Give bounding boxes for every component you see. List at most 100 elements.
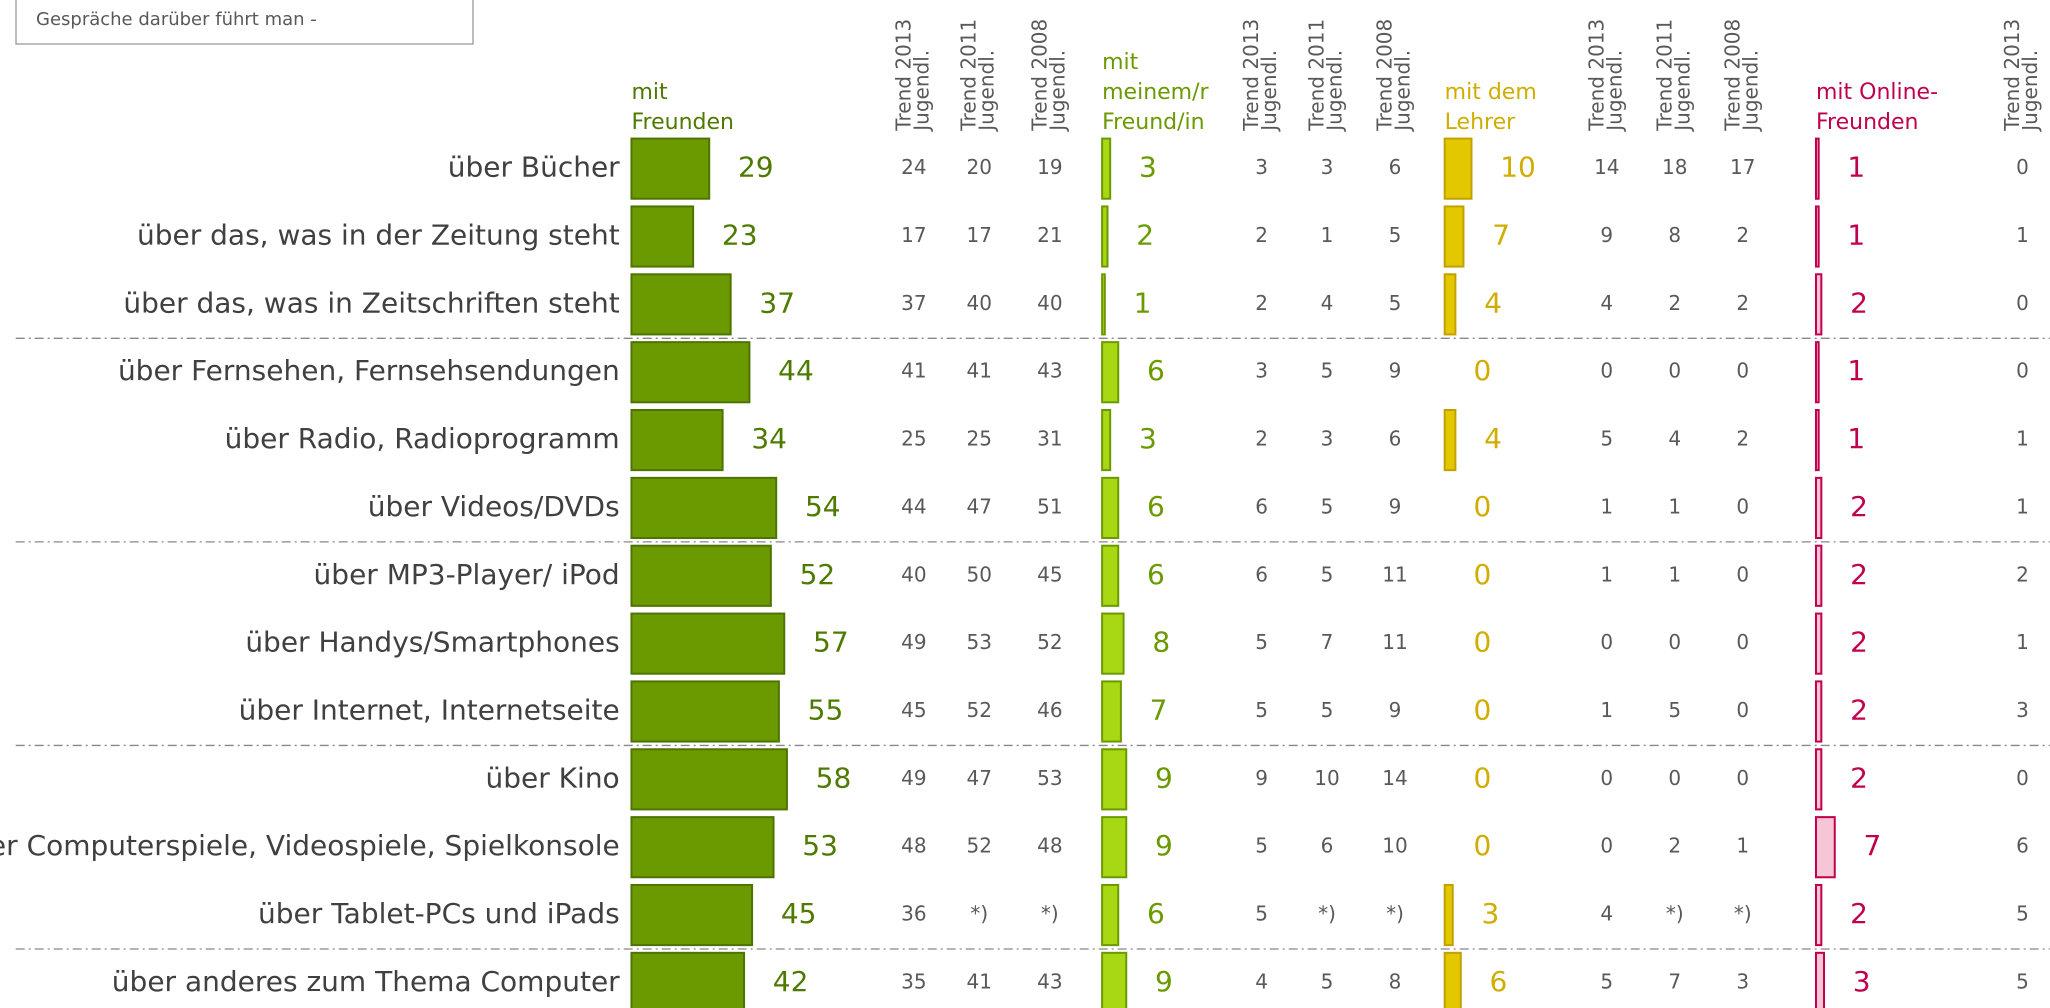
bar (1101, 612, 1125, 675)
value-label: 6 (1147, 897, 1165, 930)
trend-value: 6 (1321, 834, 1334, 858)
trend-value: 4 (1668, 427, 1681, 451)
value-label: 4 (1484, 422, 1502, 455)
category-label: über das, was in Zeitschriften steht (123, 286, 619, 319)
value-label: 3 (1853, 965, 1871, 998)
trend-value: 2 (1668, 834, 1681, 858)
value-label: 45 (781, 897, 817, 930)
trend-value: 11 (1382, 562, 1407, 586)
bar (630, 748, 788, 811)
value-label: 1 (1847, 354, 1865, 387)
trend-value: 1 (2016, 494, 2029, 518)
trend-value: 3 (1321, 427, 1334, 451)
trend-value: *) (1318, 902, 1336, 926)
bar (1814, 748, 1823, 811)
trend-header: Trend 2013 (2000, 19, 2024, 132)
value-label: 0 (1473, 490, 1491, 523)
trend-value: 5 (1600, 969, 1613, 993)
trend-value: 1 (2016, 427, 2029, 451)
bar (630, 816, 775, 879)
trend-value: *) (1734, 902, 1752, 926)
trend-value: 6 (1389, 155, 1402, 179)
bar (1814, 341, 1820, 404)
category-label: über MP3-Player/ iPod (314, 558, 620, 591)
trend-value: 4 (1600, 902, 1613, 926)
trend-header: Jugendl. (909, 50, 933, 133)
category-label: über Fernsehen, Fernsehsendungen (118, 354, 620, 387)
trend-value: 36 (901, 902, 926, 926)
trend-value: 48 (1037, 834, 1062, 858)
trend-value: 41 (967, 359, 992, 383)
trend-value: 1 (1668, 562, 1681, 586)
value-label: 1 (1134, 286, 1152, 319)
group-label: meinem/r (1102, 80, 1209, 105)
bar (1101, 273, 1106, 336)
trend-value: 43 (1037, 969, 1062, 993)
bar (1443, 273, 1457, 336)
trend-value: 46 (1037, 698, 1062, 722)
group-label: mit (1102, 50, 1139, 75)
trend-value: 0 (1668, 630, 1681, 654)
trend-value: 3 (1321, 155, 1334, 179)
trend-value: 7 (1321, 630, 1334, 654)
trend-header: Trend 2013 (891, 19, 915, 132)
trend-header: Jugendl. (1602, 50, 1626, 133)
trend-header: Jugendl. (2018, 50, 2042, 133)
value-label: 6 (1490, 965, 1508, 998)
trend-value: 5 (1600, 427, 1613, 451)
value-label: 29 (738, 151, 774, 184)
trend-value: 8 (1389, 969, 1402, 993)
trend-value: 40 (967, 291, 992, 315)
trend-value: 2 (1668, 291, 1681, 315)
trend-value: 5 (1389, 291, 1402, 315)
bar (630, 273, 732, 336)
bar (630, 476, 778, 539)
trend-value: 5 (2016, 902, 2029, 926)
trend-value: 0 (1668, 766, 1681, 790)
trend-value: 7 (1668, 969, 1681, 993)
bar (630, 205, 695, 268)
bar (1101, 544, 1120, 607)
bar (630, 612, 786, 675)
trend-value: 9 (1389, 359, 1402, 383)
bar (1101, 951, 1128, 1008)
trend-value: 5 (2016, 969, 2029, 993)
trend-value: 19 (1037, 155, 1062, 179)
group-label: Lehrer (1445, 110, 1516, 135)
trend-value: 0 (1736, 494, 1749, 518)
trend-value: 31 (1037, 427, 1062, 451)
value-label: 53 (802, 829, 838, 862)
trend-value: 21 (1037, 223, 1062, 247)
bar (1101, 409, 1112, 472)
trend-value: 5 (1668, 698, 1681, 722)
bar (1814, 409, 1820, 472)
category-label: über Radio, Radioprogramm (225, 422, 620, 455)
trend-value: 0 (1600, 834, 1613, 858)
trend-value: 5 (1255, 902, 1268, 926)
bar (1814, 680, 1823, 743)
value-label: 7 (1863, 829, 1881, 862)
trend-header: Jugendl. (1045, 50, 1069, 133)
bar (1101, 680, 1122, 743)
value-label: 9 (1155, 829, 1173, 862)
trend-value: 14 (1382, 766, 1407, 790)
bar (1814, 883, 1823, 947)
trend-value: 0 (1736, 630, 1749, 654)
trend-value: 41 (967, 969, 992, 993)
category-label: über Internet, Internetseite (239, 693, 620, 726)
value-label: 0 (1473, 558, 1491, 591)
trend-value: 0 (1600, 630, 1613, 654)
value-label: 34 (751, 422, 787, 455)
trend-value: 0 (2016, 359, 2029, 383)
trend-value: 48 (901, 834, 926, 858)
trend-value: 1 (1600, 698, 1613, 722)
bar (630, 341, 751, 404)
bar (630, 544, 772, 607)
value-label: 23 (722, 219, 758, 252)
trend-value: 0 (1600, 359, 1613, 383)
value-label: 2 (1850, 286, 1868, 319)
value-label: 7 (1492, 219, 1510, 252)
trend-value: 0 (1736, 766, 1749, 790)
trend-value: 53 (967, 630, 992, 654)
